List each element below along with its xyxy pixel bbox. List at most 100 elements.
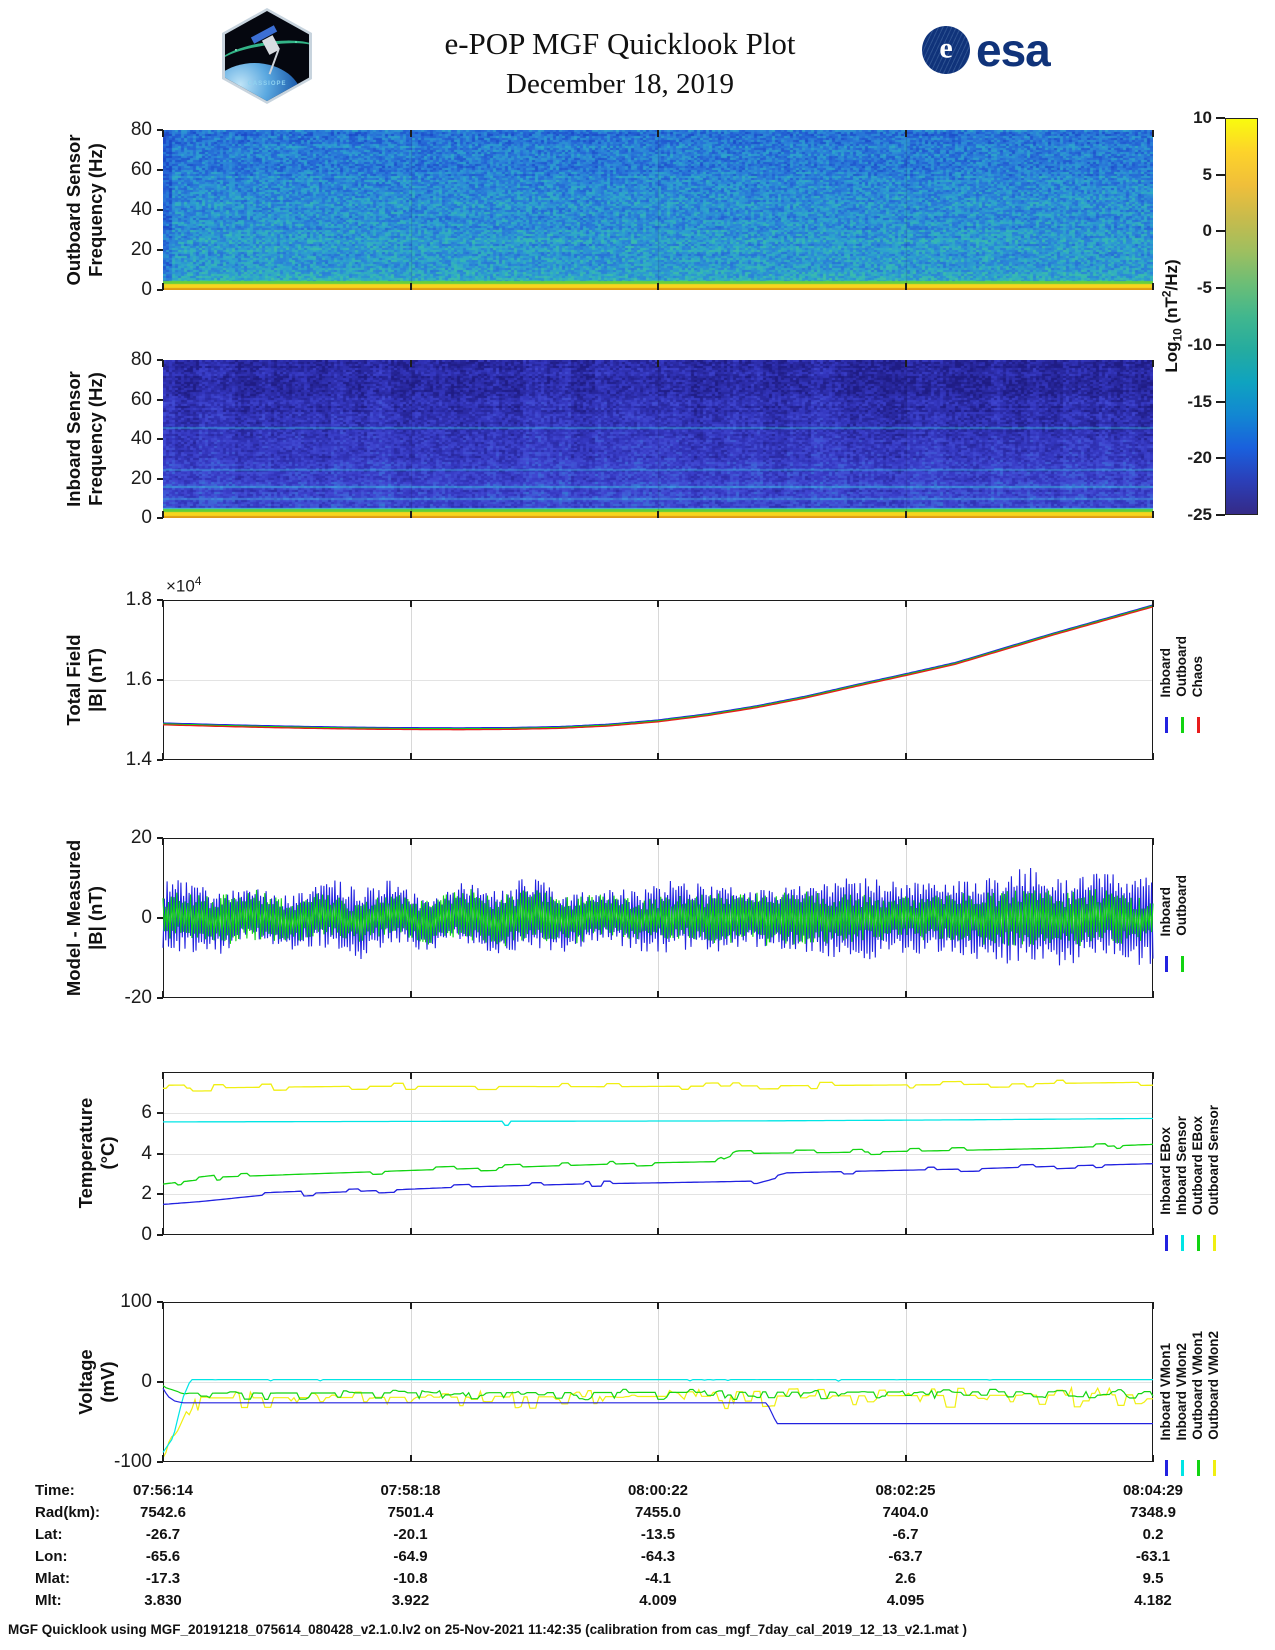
table-cell: 4.095 xyxy=(886,1592,925,1609)
table-cell: -13.5 xyxy=(640,1526,676,1543)
legend-swatch xyxy=(1164,956,1168,972)
y-tick-mark xyxy=(157,517,163,519)
x-tick-mark xyxy=(904,991,907,998)
legend-label: Outboard VMon2 xyxy=(1205,1331,1221,1440)
table-cell: -4.1 xyxy=(645,1570,671,1587)
x-tick-mark xyxy=(162,511,164,518)
x-tick-mark xyxy=(162,130,164,137)
legend-entry: Inboard xyxy=(1157,647,1174,733)
x-tick-mark xyxy=(1152,360,1154,367)
y-tick-label: 1.4 xyxy=(125,749,152,770)
y-tick-mark xyxy=(157,129,163,131)
table-cell: 7501.4 xyxy=(387,1504,434,1521)
colorbar-tick-mark xyxy=(1216,287,1225,290)
cassiope-mission-patch-logo: CASSIOPE xyxy=(222,8,312,104)
x-tick-mark xyxy=(409,360,412,367)
legend-swatch xyxy=(1196,1460,1200,1476)
gridline-horizontal xyxy=(163,1382,1153,1383)
legend-entry: Inboard VMon1 xyxy=(1158,1343,1174,1476)
y-tick-label: 80 xyxy=(130,119,152,140)
legend-swatch xyxy=(1180,1235,1184,1251)
x-tick-mark xyxy=(904,511,907,518)
legend-swatch xyxy=(1164,1460,1168,1476)
x-tick-mark xyxy=(162,1455,164,1462)
table-cell: 7348.9 xyxy=(1130,1504,1176,1521)
y-tick-mark xyxy=(157,169,163,171)
y-tick-mark xyxy=(157,1301,163,1303)
table-cell: 07:58:18 xyxy=(380,1482,441,1499)
x-tick-mark xyxy=(657,283,659,290)
y-tick-mark xyxy=(157,359,163,361)
x-tick-mark xyxy=(409,1072,412,1079)
gridline-horizontal xyxy=(163,1112,1153,1114)
series-line xyxy=(162,889,1154,947)
x-tick-mark xyxy=(162,1228,164,1235)
table-cell: 9.5 xyxy=(1142,1570,1164,1587)
table-cell: -26.7 xyxy=(145,1526,181,1543)
series-line xyxy=(162,1385,1153,1459)
legend-label: Inboard EBox xyxy=(1157,1127,1173,1215)
x-tick-mark xyxy=(1152,130,1154,137)
esa-logo: e esa xyxy=(922,26,1051,74)
legend-entry: Inboard xyxy=(1158,887,1174,972)
colorbar-tick-label: 10 xyxy=(1193,108,1212,127)
y-tick-label: 20 xyxy=(130,239,152,260)
legend-entry: Outboard VMon2 xyxy=(1206,1331,1222,1476)
y-tick-mark xyxy=(157,1111,163,1114)
legend-swatch xyxy=(1180,956,1184,972)
table-cell: 07:56:14 xyxy=(132,1482,194,1499)
x-tick-mark xyxy=(904,1228,907,1235)
x-tick-mark xyxy=(409,130,412,137)
colorbar-tick-label: -5 xyxy=(1196,278,1212,298)
series-line xyxy=(162,606,1154,731)
y-tick-mark xyxy=(157,917,163,919)
legend-label: Inboard xyxy=(1157,647,1173,698)
gridline-horizontal xyxy=(163,680,1153,681)
series-line xyxy=(162,1378,1153,1453)
x-tick-mark xyxy=(657,838,659,845)
table-cell: 0.2 xyxy=(1142,1526,1164,1543)
x-tick-mark xyxy=(409,511,412,518)
x-tick-mark xyxy=(657,1228,659,1235)
colorbar-tick-mark xyxy=(1216,343,1225,346)
colorbar xyxy=(1225,118,1258,515)
y-tick-mark xyxy=(157,1461,163,1463)
gridline-horizontal xyxy=(163,918,1153,919)
esa-globe-icon: e xyxy=(922,26,970,74)
legend-label: Outboard xyxy=(1173,875,1189,936)
series-line xyxy=(162,1385,1154,1401)
x-tick-mark xyxy=(162,1072,164,1079)
colorbar-tick-label: -20 xyxy=(1187,448,1212,468)
outboard-spectrogram-canvas xyxy=(163,130,1153,290)
table-cell: 08:02:25 xyxy=(875,1482,936,1499)
colorbar-tick-mark xyxy=(1216,230,1225,233)
x-tick-mark xyxy=(409,1455,412,1462)
legend-temperature: Inboard EBox Inboard Sensor Outboard EBox O… xyxy=(1158,1105,1222,1251)
table-cell: -65.6 xyxy=(145,1548,181,1565)
y-tick-mark xyxy=(157,289,163,291)
mission-patch-label: CASSIOPE xyxy=(247,81,287,87)
y-tick-label: 4 xyxy=(141,1142,152,1164)
colorbar-tick-label: -25 xyxy=(1187,505,1212,524)
colorbar-tick-label: -10 xyxy=(1187,334,1212,354)
y-tick-label: 1.8 xyxy=(125,589,152,610)
y-tick-mark xyxy=(157,599,163,601)
table-row-label: Rad(km): xyxy=(35,1504,101,1521)
table-cell: -10.8 xyxy=(393,1570,428,1587)
x-tick-mark xyxy=(657,600,659,607)
legend-entry: Inboard Sensor xyxy=(1174,1116,1190,1251)
temperature-plot xyxy=(162,1079,1154,1206)
y-tick-label: 20 xyxy=(130,827,152,848)
x-tick-mark xyxy=(409,838,412,845)
legend-entry: Outboard VMon1 xyxy=(1190,1331,1206,1476)
y-tick-mark xyxy=(157,209,163,211)
series-line xyxy=(162,1143,1154,1186)
x-tick-mark xyxy=(657,1072,659,1079)
y-tick-mark xyxy=(157,679,163,681)
x-tick-mark xyxy=(904,130,907,137)
x-tick-mark xyxy=(1152,511,1154,518)
gridline-horizontal xyxy=(163,1153,1153,1155)
legend-swatch xyxy=(1212,1235,1216,1251)
y-tick-label: 60 xyxy=(130,388,152,410)
